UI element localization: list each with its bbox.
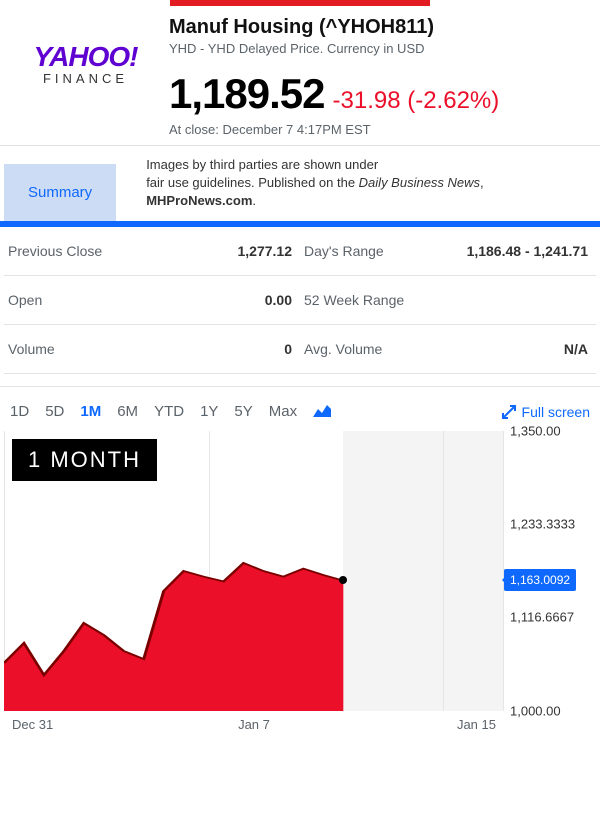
quote-header: YAHOO! FINANCE Manuf Housing (^YHOH811) … xyxy=(0,6,600,146)
fairuse-line2a: fair use guidelines. Published on the xyxy=(146,175,358,190)
current-value-tag: 1,163.0092 xyxy=(504,569,576,591)
chart-body: 1 MONTH 1,350.001,233.33331,116.66671,00… xyxy=(4,431,596,711)
range-5d[interactable]: 5D xyxy=(45,403,64,420)
stat-value: N/A xyxy=(564,341,588,357)
stat-value: 1,277.12 xyxy=(238,243,293,259)
stat-label: Day's Range xyxy=(304,243,384,259)
range-tabs: 1D 5D 1M 6M YTD 1Y 5Y Max Full screen xyxy=(4,399,596,431)
logo-subtext: FINANCE xyxy=(8,71,163,86)
stats-col-left: Previous Close 1,277.12 Open 0.00 Volume 0 xyxy=(4,227,300,374)
logo-text: YAHOO xyxy=(34,41,130,72)
range-5y[interactable]: 5Y xyxy=(234,403,252,420)
x-tick: Dec 31 xyxy=(12,717,173,732)
key-stats: Previous Close1,277.12 Open0.00 Volume0 … xyxy=(0,227,600,374)
tabs-row: Summary Images by third parties are show… xyxy=(0,146,600,227)
range-ytd[interactable]: YTD xyxy=(154,403,184,420)
symbol-subtitle: YHD - YHD Delayed Price. Currency in USD xyxy=(169,41,592,56)
y-tick: 1,116.6667 xyxy=(510,610,574,625)
symbol-name: Manuf Housing (^YHOH811) xyxy=(169,16,592,39)
tab-summary[interactable]: Summary xyxy=(4,164,116,221)
fair-use-notice: Images by third parties are shown under … xyxy=(116,146,600,221)
range-max[interactable]: Max xyxy=(269,403,297,420)
range-1d[interactable]: 1D xyxy=(10,403,29,420)
fairuse-sep: , xyxy=(480,175,484,190)
x-tick: Jan 7 xyxy=(173,717,334,732)
range-1m[interactable]: 1M xyxy=(80,403,101,420)
stat-label: Open xyxy=(8,292,42,308)
fairuse-publication: Daily Business News xyxy=(359,175,480,190)
quote-column: Manuf Housing (^YHOH811) YHD - YHD Delay… xyxy=(163,16,592,137)
stat-value: 1,186.48 - 1,241.71 xyxy=(467,243,588,259)
price-row: 1,189.52 -31.98 (-2.62%) xyxy=(169,70,592,118)
x-tick: Jan 15 xyxy=(335,717,588,732)
chart-svg xyxy=(4,431,503,711)
fairuse-line1: Images by third parties are shown under xyxy=(146,157,378,172)
yahoo-finance-logo: YAHOO! FINANCE xyxy=(8,16,163,137)
fullscreen-label: Full screen xyxy=(522,404,590,420)
stat-row: Day's Range 1,186.48 - 1,241.71 xyxy=(300,227,596,276)
chart-type-icon[interactable] xyxy=(313,403,331,421)
logo-bang: ! xyxy=(129,41,137,72)
stat-value: 0.00 xyxy=(265,292,292,308)
range-6m[interactable]: 6M xyxy=(117,403,138,420)
stat-value: 0 xyxy=(284,341,292,357)
expand-icon xyxy=(502,405,516,419)
chart-section: 1D 5D 1M 6M YTD 1Y 5Y Max Full screen 1 … xyxy=(0,386,600,744)
stat-row: 52 Week Range xyxy=(300,276,596,325)
y-tick: 1,233.3333 xyxy=(510,516,575,531)
chart-plot-area[interactable]: 1 MONTH xyxy=(4,431,504,711)
fullscreen-button[interactable]: Full screen xyxy=(502,404,590,420)
price-change: -31.98 (-2.62%) xyxy=(333,87,500,115)
y-tick: 1,000.00 xyxy=(510,703,561,718)
chart-x-axis: Dec 31 Jan 7 Jan 15 xyxy=(4,711,596,738)
stat-row: Open 0.00 xyxy=(4,276,300,325)
y-tick: 1,350.00 xyxy=(510,423,561,438)
last-price: 1,189.52 xyxy=(169,70,325,118)
stat-label: 52 Week Range xyxy=(304,292,404,308)
logo-wordmark: YAHOO! xyxy=(8,44,163,69)
chart-y-axis: 1,350.001,233.33331,116.66671,000.001,16… xyxy=(504,431,596,711)
stat-label: Volume xyxy=(8,341,55,357)
fairuse-site: MHProNews.com xyxy=(146,193,252,208)
stat-row: Volume 0 xyxy=(4,325,300,374)
stat-label: Avg. Volume xyxy=(304,341,382,357)
stat-row: Previous Close 1,277.12 xyxy=(4,227,300,276)
stat-label: Previous Close xyxy=(8,243,102,259)
as-of-timestamp: At close: December 7 4:17PM EST xyxy=(169,122,592,137)
stats-col-right: Day's Range 1,186.48 - 1,241.71 52 Week R… xyxy=(300,227,596,374)
fairuse-end: . xyxy=(252,193,256,208)
stat-row: Avg. Volume N/A xyxy=(300,325,596,374)
range-1y[interactable]: 1Y xyxy=(200,403,218,420)
